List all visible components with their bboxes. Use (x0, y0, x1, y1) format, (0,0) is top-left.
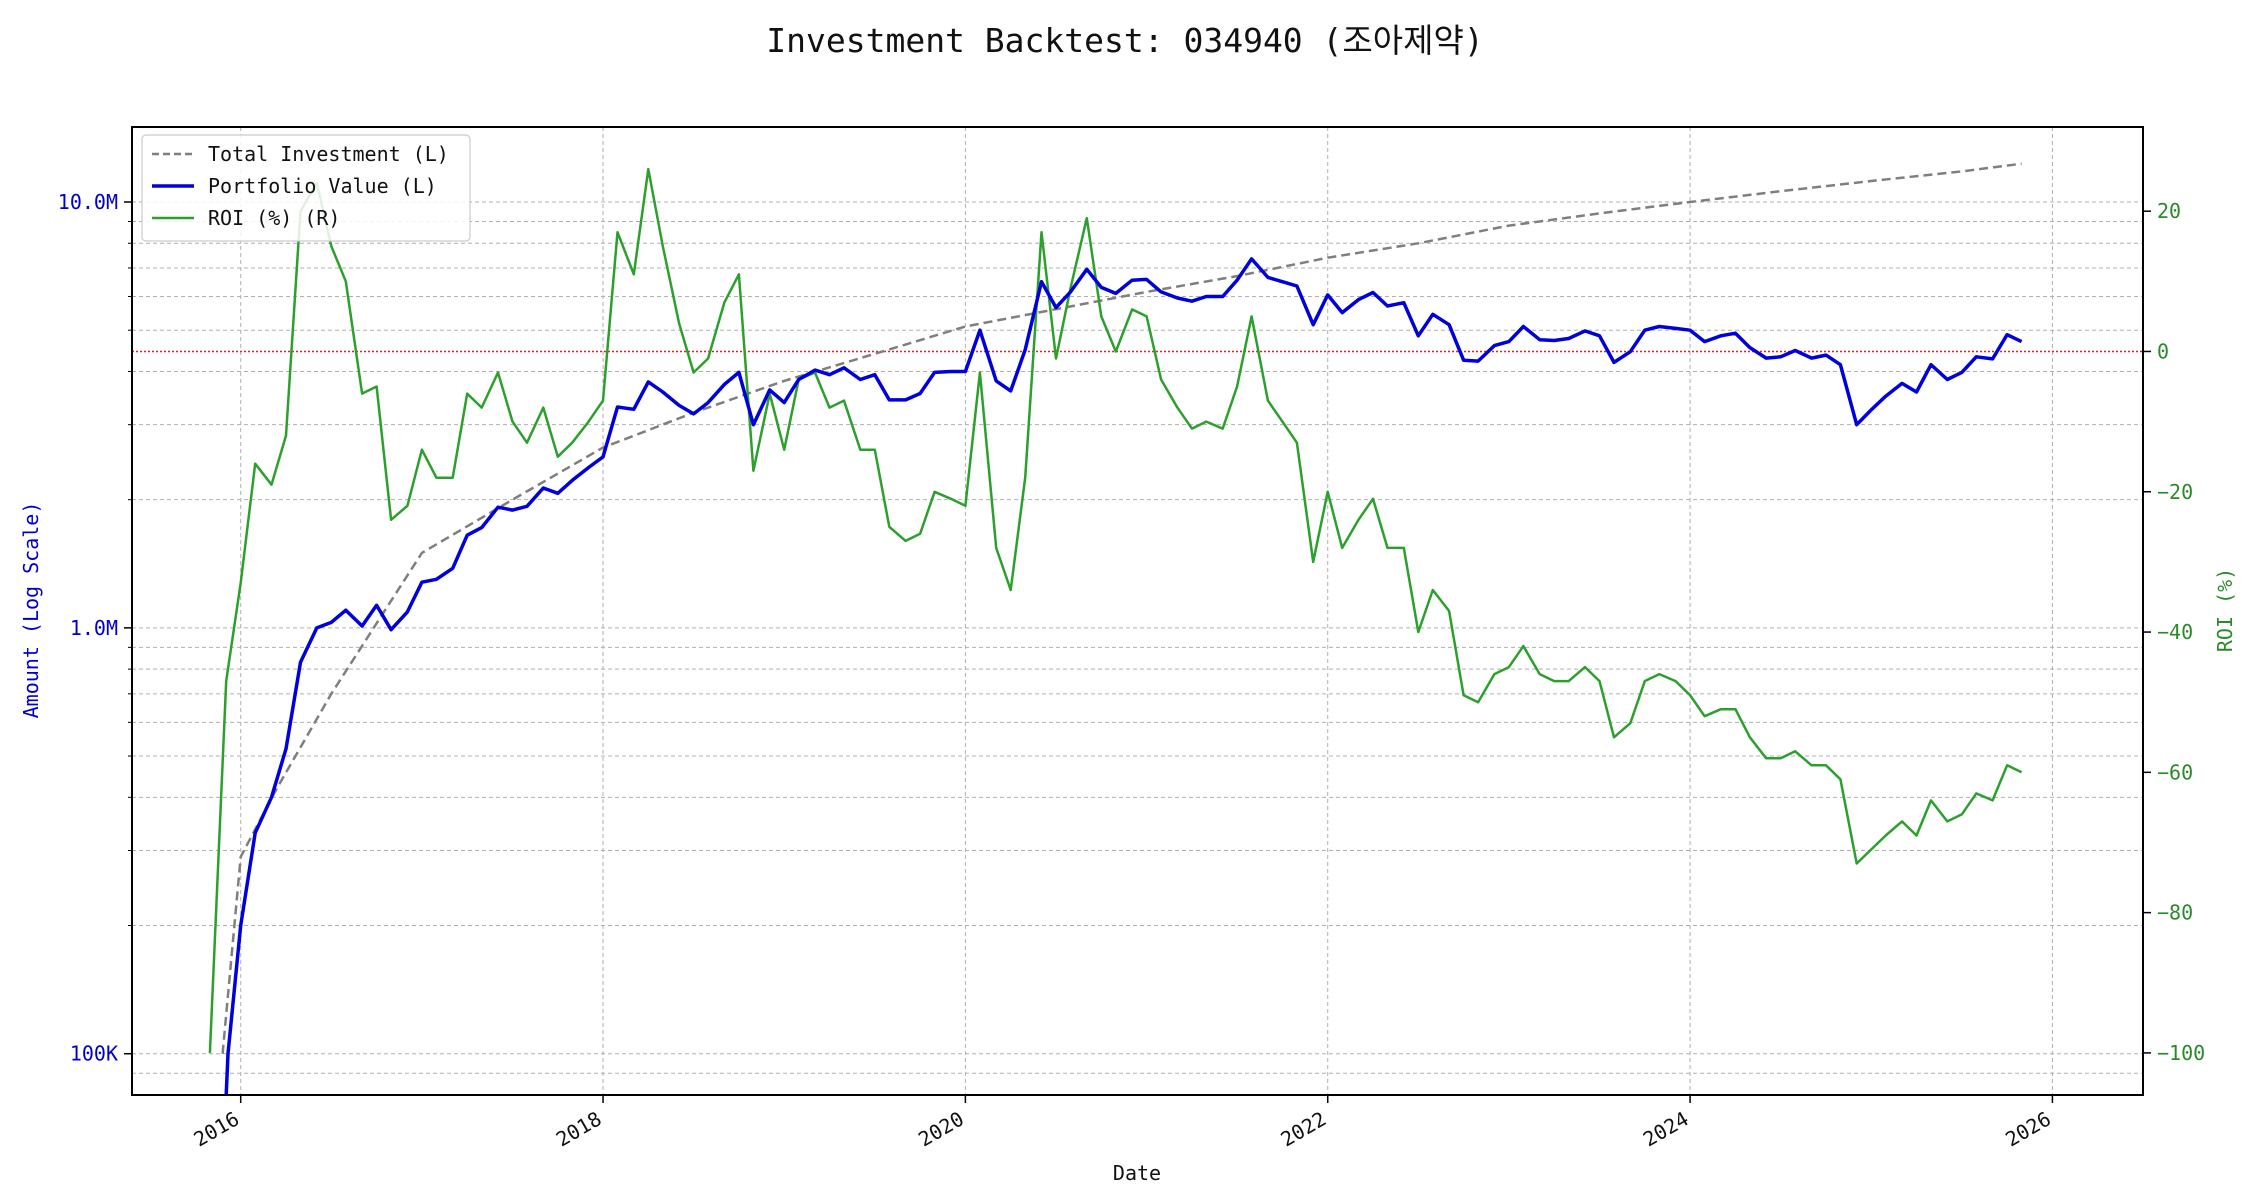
chart-title: Investment Backtest: 034940 (조아제약) (766, 21, 1484, 60)
legend-label: ROI (%) (R) (208, 206, 340, 230)
x-tick-label: 2020 (914, 1107, 968, 1152)
legend-label: Portfolio Value (L) (208, 174, 437, 198)
plot-frame (131, 126, 2144, 1096)
series-lines (208, 162, 2023, 1095)
left-tick-label: 10.0M (58, 190, 118, 214)
grid-lines (132, 127, 2143, 1096)
right-tick-label: −60 (2157, 760, 2193, 784)
right-tick-label: −80 (2157, 901, 2193, 925)
x-tick-label: 2018 (552, 1107, 606, 1152)
right-tick-label: −100 (2157, 1041, 2205, 1065)
total-investment-line (221, 162, 2022, 1054)
x-axis-label: Date (1113, 1161, 1161, 1185)
x-tick-label: 2016 (189, 1107, 243, 1152)
right-tick-label: −40 (2157, 620, 2193, 644)
right-y-axis-label: ROI (%) (2213, 568, 2237, 652)
right-tick-label: 0 (2157, 339, 2169, 363)
right-y-axis: 20 0 −20 −40 −60 −80 −100 (2143, 199, 2205, 1065)
legend: Total Investment (L) Portfolio Value (L) R… (141, 134, 471, 242)
x-tick-label: 2024 (1639, 1107, 1693, 1152)
legend-box (141, 134, 471, 242)
left-tick-label: 100K (70, 1042, 118, 1066)
x-tick-label: 2026 (2001, 1107, 2055, 1152)
x-tick-label: 2022 (1277, 1107, 1331, 1152)
x-axis: 2016 2018 2020 2022 2024 2026 (189, 1095, 2055, 1152)
left-y-axis: 100K 1.0M 10.0M (58, 190, 132, 1066)
roi-line (208, 167, 2023, 1053)
legend-label: Total Investment (L) (208, 142, 449, 166)
right-tick-label: −20 (2157, 480, 2193, 504)
portfolio-value-line (224, 257, 2023, 1095)
right-tick-label: 20 (2157, 199, 2181, 223)
left-y-axis-label: Amount (Log Scale) (19, 502, 43, 719)
left-tick-label: 1.0M (70, 616, 118, 640)
